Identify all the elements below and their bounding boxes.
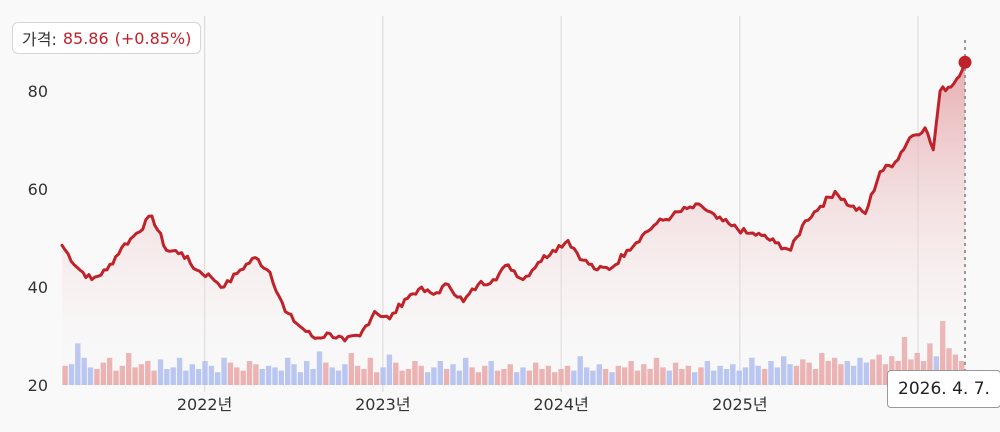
x-tick-label: 2023년	[355, 395, 410, 414]
y-tick-label: 80	[28, 82, 48, 101]
date-tooltip: 2026. 4. 7.	[887, 370, 1000, 408]
price-line	[60, 60, 967, 343]
y-tick-label: 40	[28, 278, 48, 297]
x-axis-ticks: 2022년 2023년 2024년 2025년	[177, 395, 768, 414]
price-area-fill	[62, 62, 965, 386]
y-tick-label: 20	[28, 376, 48, 395]
y-tick-label: 60	[28, 180, 48, 199]
last-price-point[interactable]	[958, 55, 972, 69]
y-axis-ticks: 20 40 60 80	[28, 82, 48, 395]
price-value: 85.86	[62, 28, 109, 48]
x-tick-label: 2024년	[533, 395, 588, 414]
price-tooltip: 가격: 85.86 (+0.85%)	[12, 22, 202, 54]
x-tick-label: 2025년	[712, 395, 767, 414]
price-change: (+0.85%)	[114, 28, 192, 48]
price-label: 가격:	[22, 30, 57, 49]
x-tick-label: 2022년	[177, 395, 232, 414]
